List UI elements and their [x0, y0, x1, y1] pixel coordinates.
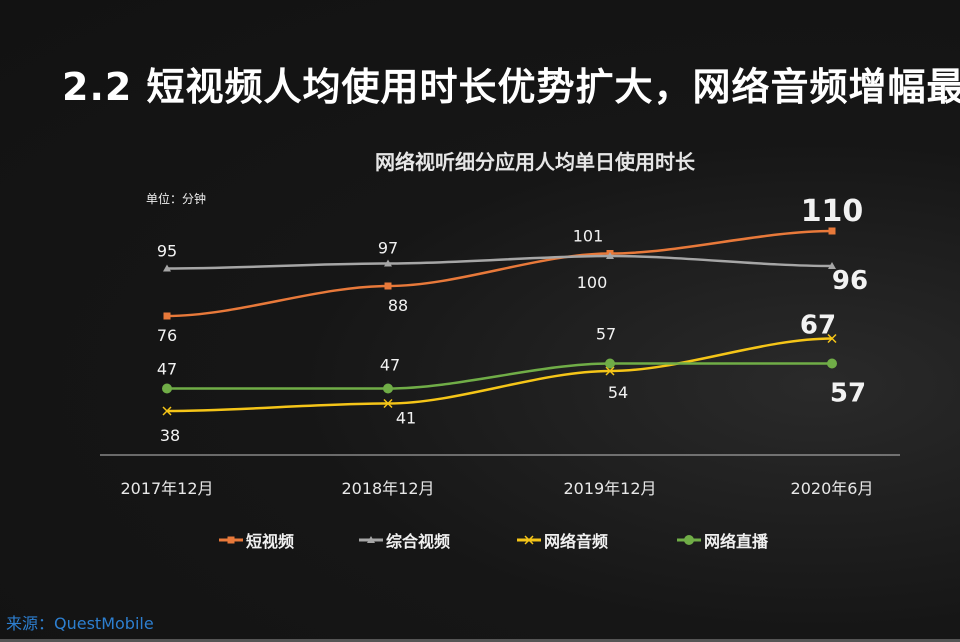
- data-point: [827, 333, 837, 344]
- x-tick-label: 2019年12月: [563, 479, 656, 498]
- legend-label: 网络直播: [704, 532, 769, 551]
- legend-item-short-video: 短视频: [218, 528, 294, 552]
- legend-marker: [227, 536, 235, 544]
- data-point: [605, 366, 615, 376]
- legend-label: 网络音频: [544, 532, 609, 551]
- legend-item-general-video: 综合视频: [358, 528, 450, 552]
- data-label: 54: [608, 383, 628, 402]
- series-0: 76 88 101 110: [157, 194, 863, 345]
- data-point: [605, 358, 615, 369]
- data-point: [828, 227, 836, 235]
- series-1: 95 97 100 96: [157, 239, 868, 296]
- data-label: 101: [573, 227, 604, 246]
- legend-marker: [684, 535, 694, 545]
- legend-item-audio: 网络音频: [516, 528, 608, 552]
- series-2: 38 41 54 67: [160, 311, 837, 445]
- data-label: 76: [157, 326, 177, 345]
- data-label: 67: [800, 311, 836, 341]
- data-point: [163, 264, 171, 272]
- data-label: 88: [388, 296, 408, 315]
- x-tick-label: 2020年6月: [791, 479, 874, 498]
- bottom-bar: [0, 639, 960, 642]
- unit-label: 单位：分钟: [146, 192, 207, 206]
- chart-title: 网络视听细分应用人均单日使用时长: [375, 150, 695, 174]
- data-label: 38: [160, 426, 180, 445]
- data-point: [828, 262, 836, 269]
- series-line: [166, 337, 833, 413]
- legend-marker: [524, 535, 534, 545]
- data-point: [163, 312, 171, 320]
- data-label: 100: [577, 273, 608, 292]
- data-point: [827, 358, 837, 369]
- series-3: 47 47 57 57: [157, 325, 866, 409]
- slide-title: 2.2 短视频人均使用时长优势扩大，网络音频增幅最多: [62, 65, 960, 109]
- legend-marker-icon: [359, 536, 383, 543]
- legend-marker-icon: [677, 535, 701, 545]
- legend: 短视频 综合视频 网络音频 网络直播: [0, 528, 960, 552]
- data-label: 47: [157, 360, 177, 379]
- source-note: 来源：QuestMobile: [6, 614, 154, 633]
- x-tick-label: 2017年12月: [120, 479, 213, 498]
- series-line: [166, 254, 833, 270]
- legend-marker-icon: [219, 536, 243, 544]
- data-point: [606, 252, 614, 259]
- data-point: [383, 383, 393, 394]
- series-line: [167, 362, 832, 390]
- x-tick-label: 2018年12月: [341, 479, 434, 498]
- data-point: [162, 383, 172, 394]
- data-point: [384, 259, 392, 267]
- data-label: 96: [832, 266, 868, 296]
- legend-item-live: 网络直播: [676, 528, 768, 552]
- data-label: 41: [396, 408, 416, 427]
- data-point: [384, 282, 392, 290]
- data-label: 95: [157, 242, 177, 261]
- legend-label: 短视频: [246, 532, 295, 551]
- data-point: [162, 406, 172, 416]
- data-label: 57: [830, 378, 866, 408]
- data-point: [383, 398, 393, 409]
- legend-marker-icon: [517, 535, 541, 545]
- data-label: 57: [596, 325, 616, 344]
- data-label: 97: [378, 239, 398, 258]
- legend-label: 综合视频: [386, 532, 451, 551]
- legend-marker: [367, 536, 375, 543]
- series-line: [166, 229, 833, 318]
- data-label: 47: [380, 356, 400, 375]
- data-label: 110: [801, 194, 864, 229]
